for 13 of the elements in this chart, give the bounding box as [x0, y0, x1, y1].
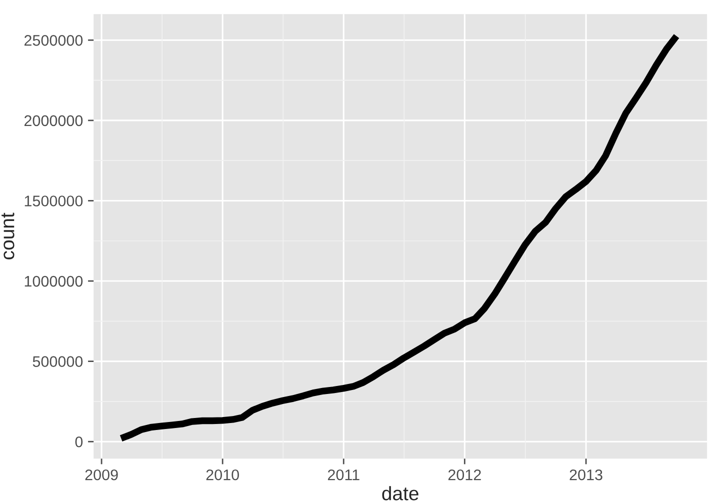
y-tick-label: 0 — [75, 436, 83, 448]
x-tick-label: 2010 — [206, 469, 239, 480]
x-axis-title: date — [382, 486, 418, 500]
x-tick-label: 2012 — [448, 469, 481, 480]
x-tick-label: 2013 — [570, 469, 602, 480]
y-tick-label: 2500000 — [24, 34, 83, 46]
y-tick-label: 1500000 — [24, 196, 83, 206]
y-tick-label: 1000000 — [24, 276, 83, 287]
y-tick-label: 2000000 — [24, 115, 83, 126]
x-tick-label: 2009 — [85, 469, 118, 480]
y-axis-title: count — [2, 212, 14, 260]
x-tick-label: 2011 — [328, 469, 360, 480]
y-tick-label: 500000 — [32, 356, 83, 368]
